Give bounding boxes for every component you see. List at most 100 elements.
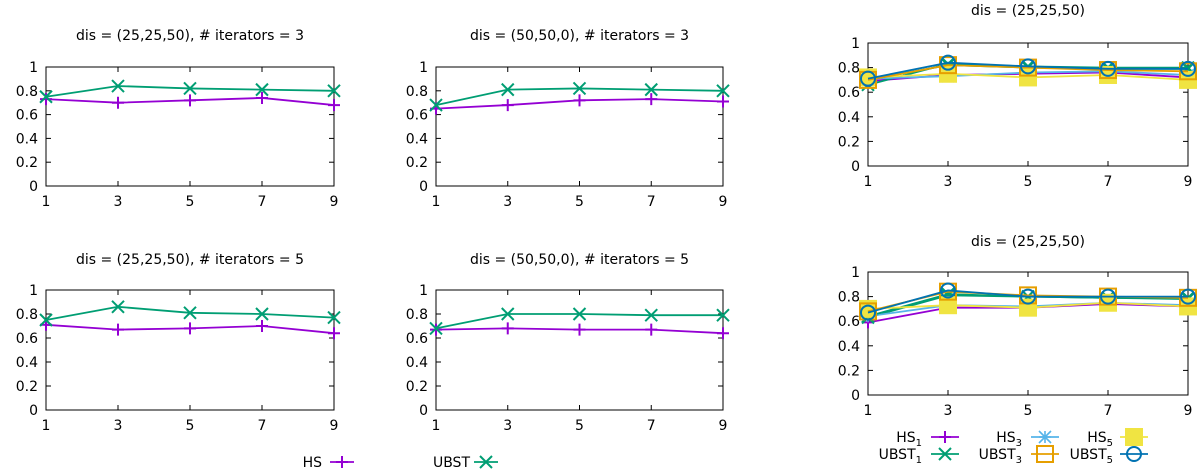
- y-tick-label: 0.2: [16, 379, 38, 395]
- data-point: [645, 93, 658, 106]
- data-point: [859, 299, 877, 318]
- data-point: [1100, 60, 1116, 77]
- data-point: [429, 98, 443, 112]
- y-tick-label: 1: [419, 283, 428, 299]
- series-ubst: [39, 300, 341, 327]
- series-ubst5b: [860, 54, 1196, 87]
- y-tick-label: 0.8: [16, 84, 38, 100]
- series-ubst: [429, 307, 730, 336]
- data-point: [644, 308, 658, 322]
- data-point: [256, 320, 268, 332]
- series-line: [867, 61, 1188, 80]
- data-point: [1100, 288, 1116, 305]
- y-tick-label: 1: [29, 60, 38, 76]
- x-tick-label: 1: [864, 403, 873, 419]
- data-point: [256, 91, 268, 104]
- legend-marker: [1125, 428, 1143, 446]
- y-tick-label: 0.2: [16, 155, 38, 171]
- data-point: [501, 322, 514, 335]
- x-tick-label: 3: [114, 418, 123, 434]
- chart-title: dis = (25,25,50), # iterators = 5: [76, 252, 304, 268]
- x-tick-label: 9: [719, 418, 728, 434]
- data-point: [112, 323, 124, 336]
- y-tick-label: 0.4: [406, 355, 428, 371]
- x-tick-label: 5: [575, 194, 584, 210]
- x-tick-label: 3: [503, 194, 512, 210]
- legend-label: HS5: [1087, 430, 1113, 449]
- plot-frame: [435, 289, 724, 411]
- series-ubst: [429, 81, 730, 112]
- data-point: [573, 323, 586, 336]
- x-tick-label: 3: [944, 403, 953, 419]
- y-tick-label: 0.8: [16, 307, 38, 323]
- y-tick-label: 0.8: [406, 307, 428, 323]
- x-tick-label: 9: [330, 418, 339, 434]
- data-point: [184, 94, 196, 107]
- y-tick-label: 1: [851, 36, 860, 52]
- x-tick-label: 1: [42, 418, 51, 434]
- y-tick-label: 0: [29, 403, 38, 419]
- y-tick-label: 0.6: [406, 108, 428, 124]
- legend-label: UBST3: [979, 447, 1022, 466]
- y-tick-label: 0.2: [838, 134, 860, 150]
- legend-label: UBST5: [1070, 447, 1113, 466]
- x-tick-label: 5: [186, 418, 195, 434]
- data-point: [255, 307, 269, 321]
- y-tick-label: 0: [419, 179, 428, 195]
- series-hs: [40, 91, 340, 112]
- x-tick-label: 7: [647, 194, 656, 210]
- legend-right: HS1 HS3 HS5 UBST1 UBST3 UBST5: [879, 428, 1148, 466]
- chart-panel-4: dis = (50,50,0), # iterators = 5 0 0.2 0.4 0…: [406, 252, 730, 434]
- data-point: [184, 322, 196, 335]
- y-tick-label: 0.2: [406, 155, 428, 171]
- y-tick-label: 1: [851, 265, 860, 281]
- x-tick-label: 3: [944, 174, 953, 190]
- data-point: [860, 304, 876, 321]
- data-point: [939, 296, 957, 315]
- x-tick-label: 3: [503, 418, 512, 434]
- y-tick-label: 0.8: [838, 61, 860, 77]
- x-tick-label: 9: [330, 194, 339, 210]
- data-point: [1179, 62, 1197, 81]
- legend-label: UBST1: [879, 447, 922, 466]
- y-tick-label: 0: [851, 159, 860, 175]
- data-point: [429, 321, 443, 336]
- data-point: [1180, 60, 1196, 77]
- legend-marker: [938, 447, 952, 461]
- chart-title: dis = (50,50,0), # iterators = 5: [470, 252, 689, 268]
- y-tick-label: 0.6: [406, 331, 428, 347]
- data-point: [940, 54, 956, 71]
- legend-marker: [1126, 446, 1142, 462]
- data-point: [112, 96, 124, 109]
- y-tick-label: 0.6: [838, 314, 860, 330]
- legend-label: HS3: [996, 430, 1022, 449]
- y-tick-label: 0.4: [838, 339, 860, 355]
- y-tick-label: 1: [29, 283, 38, 299]
- y-tick-label: 0.2: [406, 379, 428, 395]
- x-tick-label: 9: [1184, 403, 1193, 419]
- plot-frame: [867, 42, 1189, 167]
- data-point: [573, 94, 586, 107]
- data-point: [255, 82, 269, 97]
- data-point: [644, 82, 658, 97]
- x-tick-label: 1: [432, 418, 441, 434]
- legend-label: HS: [303, 455, 323, 471]
- chart-panel-6: dis = (25,25,50) 0 0.2 0.4 0.6 0.8 1 1 3 5 7 9: [838, 234, 1197, 419]
- y-tick-label: 0.6: [16, 108, 38, 124]
- data-point: [717, 95, 729, 108]
- legend-marker: [336, 456, 348, 468]
- chart-title: dis = (25,25,50), # iterators = 3: [76, 28, 304, 44]
- y-tick-label: 1: [419, 60, 428, 76]
- data-point: [328, 327, 340, 340]
- y-tick-label: 0.6: [16, 331, 38, 347]
- data-point: [501, 99, 514, 112]
- data-point: [1020, 58, 1036, 75]
- series-line: [867, 289, 1188, 314]
- y-tick-label: 0.8: [838, 290, 860, 306]
- x-tick-label: 1: [432, 194, 441, 210]
- chart-title: dis = (25,25,50): [971, 3, 1085, 19]
- y-tick-label: 0.4: [16, 355, 38, 371]
- series-ubst5b: [860, 282, 1196, 321]
- series-ubst: [39, 79, 341, 104]
